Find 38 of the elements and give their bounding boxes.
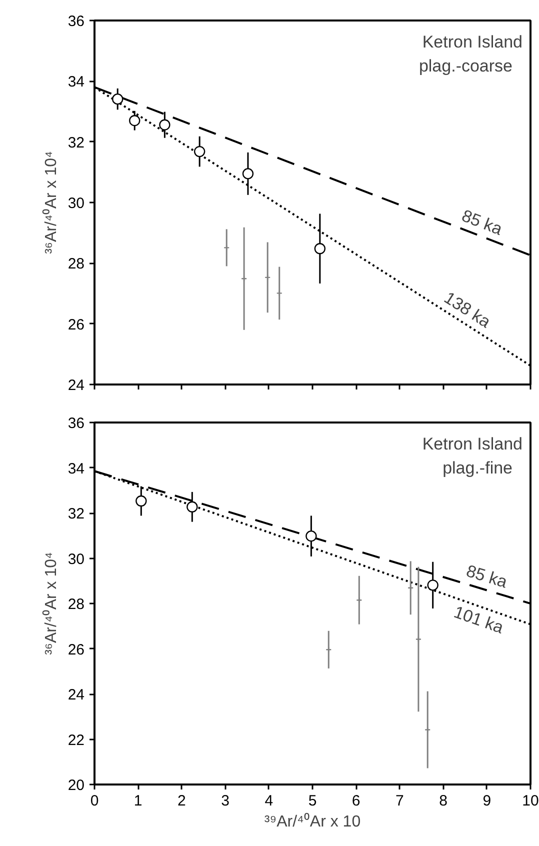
- x-tick-label: 7: [396, 792, 404, 810]
- text: Ketron Island: [422, 434, 523, 454]
- y-tick-label: 30: [68, 195, 85, 212]
- x-tick-label: 3: [221, 792, 230, 810]
- annotation: 101 ka: [451, 602, 506, 638]
- y-tick-label: 26: [68, 316, 85, 334]
- y-tick-label: 28: [68, 596, 85, 613]
- x-tick-label: 1: [134, 792, 142, 810]
- x-tick-label: 0: [90, 792, 99, 810]
- y-tick-label: 36: [68, 13, 85, 30]
- annotation: 85 ka: [459, 206, 506, 240]
- x-tick-label: 6: [352, 792, 360, 810]
- y-tick-label: 28: [68, 256, 85, 273]
- annotation: 85 ka: [464, 561, 510, 592]
- y-tick-label: 20: [68, 777, 85, 794]
- y-tick-label: 24: [68, 686, 85, 704]
- y-tick-label: 34: [68, 74, 85, 91]
- y-tick-label: 36: [68, 415, 85, 432]
- text: Ketron Island: [422, 32, 523, 52]
- text: plag.-fine: [442, 458, 513, 478]
- y-axis-title: ³⁶Ar/⁴⁰Ar x 10⁴: [42, 552, 60, 655]
- y-tick-label: 34: [68, 460, 85, 478]
- y-tick-label: 22: [68, 732, 85, 749]
- annotation: 138 ka: [440, 288, 494, 332]
- y-axis-title: ³⁶Ar/⁴⁰Ar x 10⁴: [42, 150, 60, 254]
- x-axis-title: ³⁹Ar/⁴⁰Ar x 10: [264, 812, 361, 830]
- text: plag.-coarse: [418, 56, 513, 76]
- x-tick-label: 8: [439, 792, 448, 810]
- x-tick-label: 5: [308, 792, 317, 810]
- x-tick-label: 2: [178, 792, 186, 810]
- y-tick-label: 32: [68, 506, 85, 522]
- x-tick-label: 9: [482, 792, 492, 810]
- x-tick-label: 4: [264, 792, 274, 810]
- y-tick-label: 26: [68, 641, 85, 658]
- x-tick-label: 10: [522, 792, 539, 810]
- y-tick-label: 24: [68, 377, 85, 394]
- y-tick-label: 32: [68, 134, 85, 152]
- y-tick-label: 30: [68, 550, 85, 568]
